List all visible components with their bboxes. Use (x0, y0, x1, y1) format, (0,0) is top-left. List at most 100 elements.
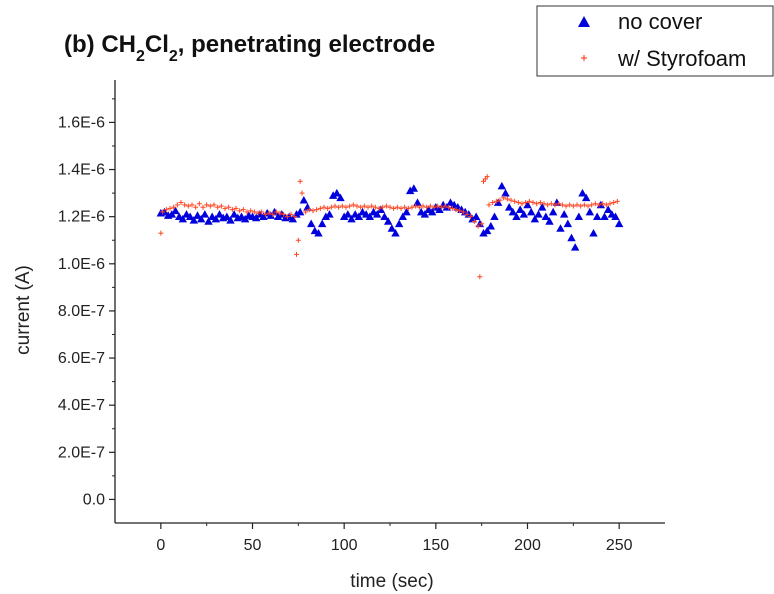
data-point (299, 190, 305, 196)
data-point (578, 188, 587, 197)
data-point (508, 197, 514, 203)
data-point (596, 202, 602, 208)
data-point (215, 210, 224, 218)
data-point (284, 214, 290, 220)
data-point (343, 204, 349, 210)
data-point (486, 202, 492, 208)
data-point (273, 209, 279, 215)
y-tick-label: 0.0 (83, 491, 105, 508)
data-point (229, 210, 239, 218)
data-point (493, 198, 499, 204)
data-point (259, 209, 265, 215)
data-point (559, 210, 569, 218)
data-point (281, 211, 287, 217)
data-point (600, 201, 606, 207)
data-point (486, 221, 496, 230)
data-point (336, 204, 342, 210)
data-point (585, 207, 595, 216)
data-point (314, 228, 323, 237)
data-point (266, 210, 272, 216)
data-point (288, 214, 298, 223)
data-point (233, 205, 239, 211)
data-point (548, 201, 554, 207)
data-point (185, 203, 191, 209)
data-point (332, 188, 342, 197)
data-point (493, 198, 503, 206)
data-point (178, 200, 184, 206)
data-point (317, 219, 327, 228)
data-point (380, 204, 386, 210)
data-point (504, 196, 510, 202)
data-point (600, 212, 609, 221)
data-point (449, 205, 455, 211)
data-point (394, 204, 400, 210)
data-point (559, 202, 565, 208)
data-point (189, 216, 199, 224)
data-point (372, 204, 378, 210)
data-point (288, 211, 294, 217)
data-point (336, 193, 345, 202)
data-point (365, 204, 371, 210)
axes (114, 80, 665, 524)
data-point (251, 209, 257, 215)
data-point (222, 212, 232, 221)
data-point (563, 203, 569, 209)
data-point (332, 203, 338, 209)
data-point (376, 205, 386, 213)
x-axis-label: time (sec) (350, 571, 433, 592)
data-point (167, 205, 173, 211)
data-point (218, 203, 224, 209)
y-tick-label: 2.0E-7 (58, 444, 105, 461)
data-point (501, 195, 507, 201)
y-tick-label: 1.4E-6 (58, 162, 105, 179)
x-tick-label: 250 (606, 537, 633, 554)
data-point (244, 209, 250, 215)
data-point (574, 212, 584, 221)
data-point (200, 210, 210, 218)
series-styrofoam (158, 174, 620, 280)
data-point (603, 205, 613, 213)
data-point (556, 224, 565, 232)
legend-marker-no-cover (578, 16, 590, 27)
data-point (475, 223, 481, 229)
data-point (383, 217, 393, 225)
data-point (182, 202, 188, 208)
data-point (512, 198, 518, 204)
data-point (581, 202, 587, 208)
data-point (163, 207, 169, 213)
data-point (556, 201, 562, 207)
data-point (193, 211, 202, 219)
data-point (512, 212, 521, 221)
data-point (435, 203, 441, 209)
data-point (530, 200, 536, 206)
y-tick-label: 6.0E-7 (58, 350, 105, 367)
data-point (321, 204, 327, 210)
data-point (519, 201, 525, 207)
data-point (321, 212, 331, 221)
data-point (405, 186, 415, 195)
data-point (328, 204, 334, 210)
data-point (273, 212, 283, 221)
data-point (541, 212, 551, 221)
data-point (376, 205, 382, 211)
data-point (552, 202, 558, 208)
data-point (545, 202, 551, 208)
data-point (515, 200, 521, 206)
data-point (306, 207, 312, 213)
y-axis-label: current (A) (13, 265, 34, 355)
data-point (523, 200, 529, 206)
data-point (306, 219, 316, 228)
data-point (534, 210, 543, 218)
data-point (347, 203, 353, 209)
data-point (339, 212, 349, 221)
data-point (158, 230, 164, 236)
data-point (515, 205, 525, 213)
data-point (398, 212, 408, 221)
data-point (537, 203, 547, 211)
data-point (402, 204, 408, 210)
data-point (545, 217, 554, 225)
data-point (277, 210, 283, 216)
data-point (204, 217, 213, 225)
x-tick-label: 0 (156, 537, 165, 554)
data-point (295, 237, 301, 243)
